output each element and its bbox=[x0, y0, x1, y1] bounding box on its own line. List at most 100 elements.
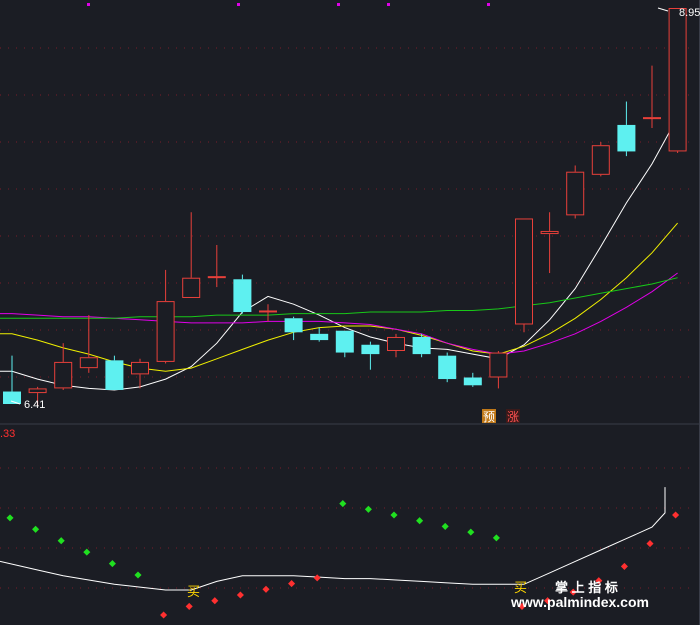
candle-body-down bbox=[233, 279, 252, 313]
candle bbox=[489, 350, 508, 389]
candle-body-up bbox=[591, 145, 610, 175]
red-dot bbox=[518, 602, 526, 610]
candle-body-up bbox=[489, 352, 508, 378]
candle bbox=[28, 386, 47, 406]
red-dot bbox=[646, 540, 654, 548]
green-dot bbox=[416, 517, 424, 525]
candle bbox=[643, 65, 661, 129]
top-marker bbox=[387, 3, 390, 6]
candle-body-down bbox=[412, 336, 431, 355]
high-price-text: 8.95 bbox=[679, 7, 700, 19]
red-dot bbox=[211, 597, 219, 605]
candle-body-down bbox=[310, 333, 329, 341]
red-dot bbox=[313, 574, 321, 582]
indicator-value: .33 bbox=[0, 428, 15, 440]
tag-yu: 预 bbox=[483, 410, 495, 424]
green-dot bbox=[364, 505, 372, 513]
candle bbox=[591, 142, 610, 177]
candle-body-up bbox=[131, 361, 149, 375]
ma-white-line bbox=[0, 116, 679, 391]
watermark-url: www.palmindex.com bbox=[510, 594, 649, 610]
candle-body-up bbox=[668, 8, 687, 152]
green-dot bbox=[108, 560, 116, 568]
top-marker bbox=[237, 3, 240, 6]
candle-body-up bbox=[28, 388, 47, 394]
watermark-cn: 掌 上 指 标 bbox=[555, 580, 618, 595]
tag-zhang-bg bbox=[506, 409, 520, 423]
top-marker bbox=[87, 3, 90, 6]
forecast-tags: 预 涨 bbox=[482, 409, 520, 424]
candle-body-down bbox=[617, 124, 636, 152]
candle bbox=[361, 341, 380, 370]
tag-yu-bg bbox=[482, 409, 496, 423]
candle-body-up bbox=[182, 277, 201, 298]
low-price-label: 6.41 bbox=[10, 399, 45, 411]
candle bbox=[463, 372, 482, 387]
candle bbox=[412, 333, 431, 358]
candle-body-up bbox=[79, 357, 98, 369]
red-dot bbox=[569, 588, 577, 596]
green-dot bbox=[339, 500, 347, 508]
candle-body-up bbox=[540, 230, 559, 235]
red-dot bbox=[262, 585, 270, 593]
candle bbox=[566, 165, 585, 219]
candle bbox=[3, 355, 21, 404]
red-dot bbox=[544, 597, 552, 605]
green-dot bbox=[57, 537, 65, 545]
red-dot bbox=[620, 562, 628, 570]
candle-body-down bbox=[3, 391, 21, 404]
ma-lines bbox=[0, 116, 679, 391]
candle bbox=[540, 212, 559, 274]
candle-body-up bbox=[643, 117, 661, 120]
candle-body-up bbox=[515, 218, 533, 325]
candle bbox=[233, 274, 252, 314]
candle-body-up bbox=[387, 336, 405, 351]
candles bbox=[3, 8, 687, 406]
candle bbox=[156, 269, 175, 364]
ma-green-line bbox=[0, 277, 678, 319]
candle-body-up bbox=[54, 361, 73, 389]
ma-magenta-line bbox=[0, 272, 678, 355]
candle bbox=[105, 355, 124, 390]
candle-body-up bbox=[156, 301, 175, 362]
green-dot bbox=[6, 514, 14, 522]
green-dot bbox=[83, 548, 91, 556]
candle-body-down bbox=[361, 344, 380, 355]
candle-body-down bbox=[463, 377, 482, 386]
candle bbox=[310, 327, 329, 342]
candle bbox=[284, 316, 303, 341]
ma-yellow-line bbox=[0, 222, 678, 372]
green-dot bbox=[32, 525, 40, 533]
candle-body-up bbox=[566, 171, 585, 216]
indicator-line bbox=[0, 487, 666, 591]
tag-zhang: 涨 bbox=[507, 409, 519, 424]
candle bbox=[207, 244, 226, 288]
candle bbox=[617, 101, 636, 157]
green-dot bbox=[441, 522, 449, 530]
low-price-text: 6.41 bbox=[24, 399, 45, 411]
candle bbox=[438, 352, 457, 383]
candle bbox=[79, 315, 98, 373]
candle-body-up bbox=[259, 310, 277, 313]
red-dot bbox=[236, 591, 244, 599]
low-price-pointer bbox=[10, 400, 21, 405]
red-dot bbox=[185, 602, 193, 610]
top-marker bbox=[337, 3, 340, 6]
candle bbox=[259, 304, 277, 322]
green-dot bbox=[134, 571, 142, 579]
buy-signal-1: 买 bbox=[187, 584, 200, 599]
top-marker bbox=[487, 3, 490, 6]
candle bbox=[131, 358, 149, 389]
red-dot bbox=[160, 611, 168, 619]
candle-body-down bbox=[438, 355, 457, 380]
red-dot bbox=[672, 511, 680, 519]
red-dot bbox=[288, 580, 296, 588]
candle-body-up bbox=[207, 276, 226, 279]
candle bbox=[515, 218, 533, 333]
candle bbox=[387, 333, 405, 358]
green-dot bbox=[390, 511, 398, 519]
candle bbox=[668, 8, 687, 153]
candle bbox=[182, 212, 201, 298]
